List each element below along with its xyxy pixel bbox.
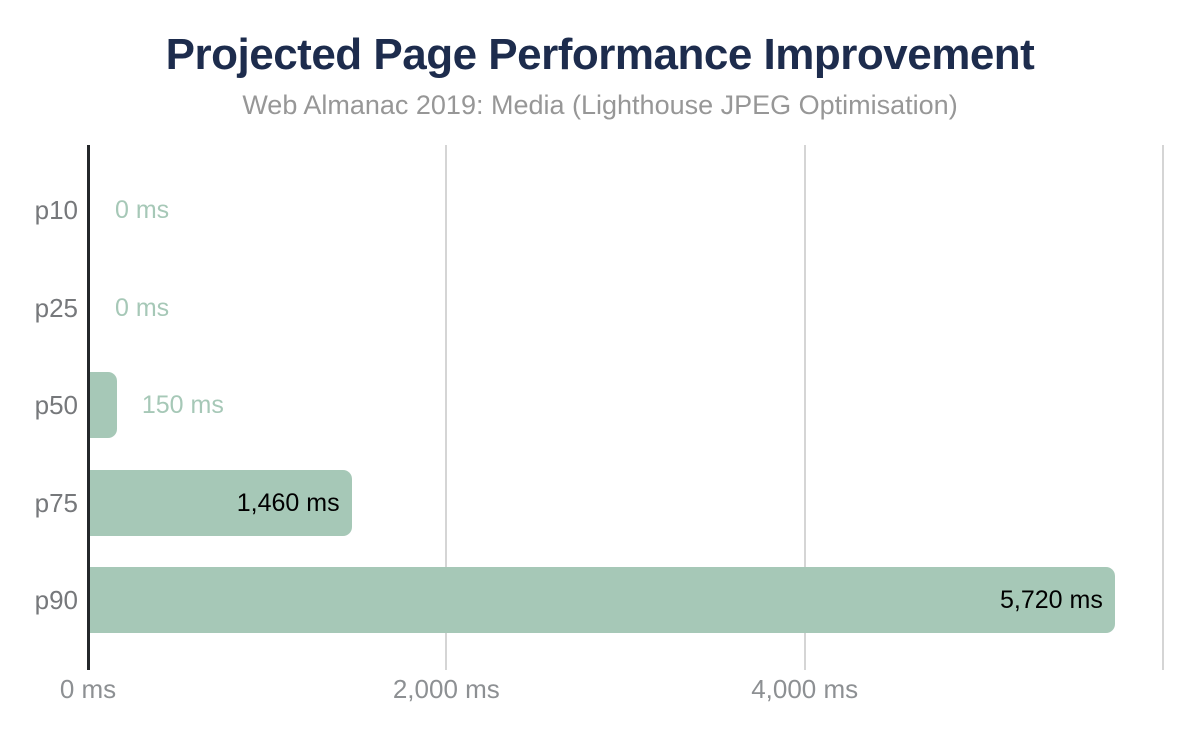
bar-p90 — [90, 567, 1115, 633]
gridline-6000 — [1162, 145, 1165, 670]
category-label-p25: p25 — [34, 292, 78, 323]
chart-subtitle: Web Almanac 2019: Media (Lighthouse JPEG… — [242, 90, 958, 120]
category-label-p50: p50 — [34, 390, 78, 420]
gridline-2000 — [445, 145, 448, 670]
gridline-4000 — [803, 145, 806, 670]
y-axis-line — [87, 145, 90, 670]
bar-p50 — [90, 372, 117, 438]
chart-title: Projected Page Performance Improvement — [165, 30, 1035, 79]
value-label-p75: 1,460 ms — [236, 488, 340, 517]
value-label-p50: 150 ms — [141, 391, 224, 419]
x-axis-tick-label: 0 ms — [59, 674, 117, 704]
value-label-p25: 0 ms — [115, 293, 170, 322]
category-label-p10: p10 — [34, 195, 78, 225]
x-axis-tick-label: 2,000 ms — [392, 674, 500, 704]
category-label-p75: p75 — [34, 487, 78, 518]
category-label-p90: p90 — [34, 585, 78, 615]
x-axis-tick-label: 4,000 ms — [751, 674, 859, 704]
bar-p75 — [90, 469, 352, 536]
value-label-p90: 5,720 ms — [1000, 586, 1103, 614]
value-label-p10: 0 ms — [115, 196, 170, 224]
